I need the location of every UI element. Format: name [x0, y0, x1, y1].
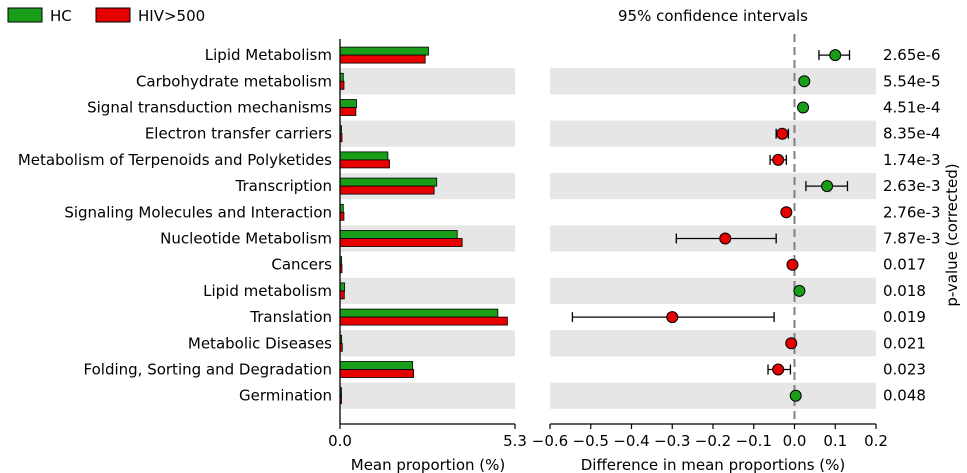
- category-label: Metabolic Diseases: [188, 334, 332, 352]
- category-labels: Lipid Metabolism Carbohydrate metabolism S…: [18, 46, 332, 405]
- pvalue-label: 2.76e-3: [883, 203, 941, 221]
- bar-hc: [339, 99, 357, 108]
- pvalue-label: 5.54e-5: [883, 72, 941, 90]
- bar-hiv-500: [339, 238, 463, 247]
- pvalue-label: 2.63e-3: [883, 177, 941, 195]
- ci-row-stripe: [550, 68, 876, 95]
- ci-x-tick-label: −0.4: [613, 432, 649, 450]
- category-label: Carbohydrate metabolism: [136, 72, 332, 90]
- category-label: Translation: [249, 308, 332, 326]
- bar-axis-label: Mean proportion (%): [351, 456, 506, 473]
- ci-row-stripe: [550, 120, 876, 147]
- legend-label-1: HIV>500: [138, 7, 205, 25]
- bar-hc: [339, 151, 389, 161]
- pvalue-label: 8.35e-4: [883, 125, 941, 143]
- ci-x-tick-label: −0.2: [695, 432, 731, 450]
- bar-row-stripe: [340, 277, 515, 304]
- pvalue-label: 0.017: [883, 256, 926, 274]
- ci-point: [772, 153, 785, 166]
- category-label: Metabolism of Terpenoids and Polyketides: [18, 151, 332, 169]
- category-label: Lipid Metabolism: [205, 46, 332, 64]
- ci-point: [798, 75, 811, 88]
- legend-swatch-1: [95, 7, 131, 23]
- ci-axis-label: Difference in mean proportions (%): [581, 456, 846, 473]
- category-label: Signaling Molecules and Interaction: [64, 203, 332, 221]
- pvalue-label: 7.87e-3: [883, 230, 941, 248]
- ci-point: [719, 232, 732, 245]
- ci-row-stripe: [550, 277, 876, 304]
- ci-panel-title: 95% confidence intervals: [618, 7, 808, 25]
- bar-hc: [339, 230, 458, 239]
- pvalue-label: 0.021: [883, 334, 926, 352]
- pvalue-label: 1.74e-3: [883, 151, 941, 169]
- ci-point: [789, 389, 802, 402]
- bar-x-tick-label: 0.0: [328, 432, 352, 450]
- ci-point: [786, 258, 799, 271]
- category-label: Electron transfer carriers: [145, 125, 332, 143]
- pvalue-label: 4.51e-4: [883, 99, 941, 117]
- ci-point: [829, 49, 842, 62]
- pvalue-label: 2.65e-6: [883, 46, 941, 64]
- ci-x-tick-label: −0.5: [573, 432, 609, 450]
- ci-x-tick-label: −0.6: [532, 432, 568, 450]
- ci-point: [772, 363, 785, 376]
- ci-x-tick-label: −0.3: [654, 432, 690, 450]
- category-label: Germination: [239, 387, 332, 405]
- ci-row-stripe: [550, 330, 876, 357]
- legend-label-0: HC: [50, 7, 72, 25]
- category-label: Folding, Sorting and Degradation: [84, 361, 333, 379]
- axes: 0.0 5.3 −0.6 −0.5 −0.4 −0.3 −0.2 −0.1 0.0 0.1 0.2: [328, 39, 888, 450]
- pvalue-label: 0.019: [883, 308, 926, 326]
- bar-hc: [339, 46, 429, 56]
- ci-point: [666, 311, 679, 324]
- bar-hiv-500: [339, 107, 357, 116]
- ci-point: [785, 337, 798, 350]
- category-label: Signal transduction mechanisms: [87, 99, 332, 117]
- pvalue-axis-label: p-value (corrected): [943, 163, 961, 306]
- category-label: Nucleotide Metabolism: [160, 230, 332, 248]
- bar-panel: [339, 46, 508, 405]
- bar-hiv-500: [339, 369, 415, 378]
- pvalue-label: 0.023: [883, 361, 926, 379]
- bar-row-stripe: [340, 68, 515, 95]
- pvalue-label: 0.048: [883, 387, 926, 405]
- ci-point: [793, 284, 806, 297]
- bar-row-stripe: [340, 382, 515, 409]
- bar-hc: [339, 177, 438, 187]
- ci-point: [821, 180, 834, 193]
- bar-row-stripe: [340, 120, 515, 147]
- category-label: Lipid metabolism: [203, 282, 332, 300]
- category-label: Transcription: [235, 177, 332, 195]
- legend: HC HIV>500: [7, 7, 205, 25]
- ci-panel: [571, 34, 851, 424]
- ci-point: [776, 127, 789, 140]
- pvalue-label: 0.018: [883, 282, 926, 300]
- bar-hiv-500: [339, 54, 426, 64]
- bar-hiv-500: [339, 316, 508, 326]
- bar-row-stripe: [340, 330, 515, 357]
- bar-x-tick-label: 5.3: [503, 432, 527, 450]
- legend-swatch-0: [7, 7, 43, 23]
- ci-point: [780, 206, 793, 219]
- ci-x-tick-label: −0.1: [736, 432, 772, 450]
- pvalue-labels: 2.65e-6 5.54e-5 4.51e-4 8.35e-4 1.74e-3 2.63e…: [883, 46, 941, 405]
- ci-x-tick-label: 0.2: [864, 432, 888, 450]
- bar-hiv-500: [339, 185, 435, 195]
- bar-hiv-500: [339, 159, 390, 169]
- bar-hc: [339, 282, 346, 292]
- ci-x-tick-label: 0.1: [823, 432, 847, 450]
- ci-point: [797, 101, 810, 114]
- category-label: Cancers: [271, 256, 332, 274]
- ci-x-tick-label: 0.0: [783, 432, 807, 450]
- bar-hc: [339, 361, 414, 370]
- ci-row-stripe: [550, 382, 876, 409]
- bar-hc: [339, 308, 499, 318]
